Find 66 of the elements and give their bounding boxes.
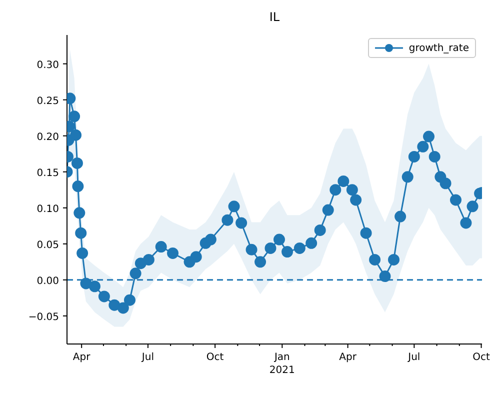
point (423, 130, 435, 142)
point (264, 242, 276, 254)
point (417, 140, 429, 152)
x-tick-label: Oct (472, 352, 490, 363)
x-tick-label: Jan 2021 (269, 352, 295, 376)
y-tick-label: 0.05 (36, 240, 59, 251)
point (71, 157, 83, 169)
point (394, 210, 406, 222)
point (466, 200, 478, 212)
point (282, 246, 294, 258)
y-tick-label: 0.15 (36, 168, 59, 179)
point (460, 217, 472, 229)
point (236, 217, 248, 229)
point (117, 302, 129, 314)
point (346, 184, 358, 196)
point (440, 178, 452, 190)
point (70, 129, 82, 141)
x-tick-label: Jul (407, 352, 420, 363)
point (273, 234, 285, 246)
point (450, 194, 462, 206)
point (130, 268, 142, 280)
y-tick-label: 0.10 (36, 204, 59, 215)
point (222, 214, 234, 226)
point (294, 242, 306, 254)
point (204, 234, 216, 246)
point (369, 254, 381, 266)
point (80, 278, 92, 290)
point (108, 299, 120, 311)
y-tick-label: 0.00 (36, 276, 59, 287)
point (379, 270, 391, 282)
point (322, 204, 334, 216)
point (88, 280, 100, 292)
y-tick-label: −0.05 (28, 312, 59, 323)
point (124, 294, 136, 306)
point (388, 254, 400, 266)
point (142, 254, 154, 266)
point (74, 207, 86, 219)
point (254, 256, 266, 268)
point (98, 290, 110, 302)
point (76, 247, 88, 259)
point (190, 251, 202, 263)
point (314, 224, 326, 236)
legend-label: growth_rate (408, 42, 469, 54)
y-tick-label: 0.30 (36, 60, 59, 71)
chart-title: IL (268, 10, 281, 24)
point (306, 237, 318, 249)
point (167, 247, 179, 259)
point (155, 241, 167, 253)
point (72, 180, 84, 192)
point (68, 110, 80, 122)
point (402, 171, 414, 183)
point (428, 150, 440, 162)
point (408, 150, 420, 162)
point (360, 227, 372, 239)
x-tick-label: Apr (339, 352, 358, 363)
point (228, 200, 240, 212)
y-tick-label: 0.20 (36, 132, 59, 143)
point (350, 194, 362, 206)
x-tick-label: Apr (72, 352, 92, 363)
y-tick-label: 0.25 (36, 96, 59, 107)
x-tick-label: Oct (206, 352, 224, 363)
x-tick-label: Jul (140, 352, 154, 363)
point (330, 184, 342, 196)
point (75, 227, 87, 239)
point (246, 244, 258, 256)
point (338, 175, 350, 187)
